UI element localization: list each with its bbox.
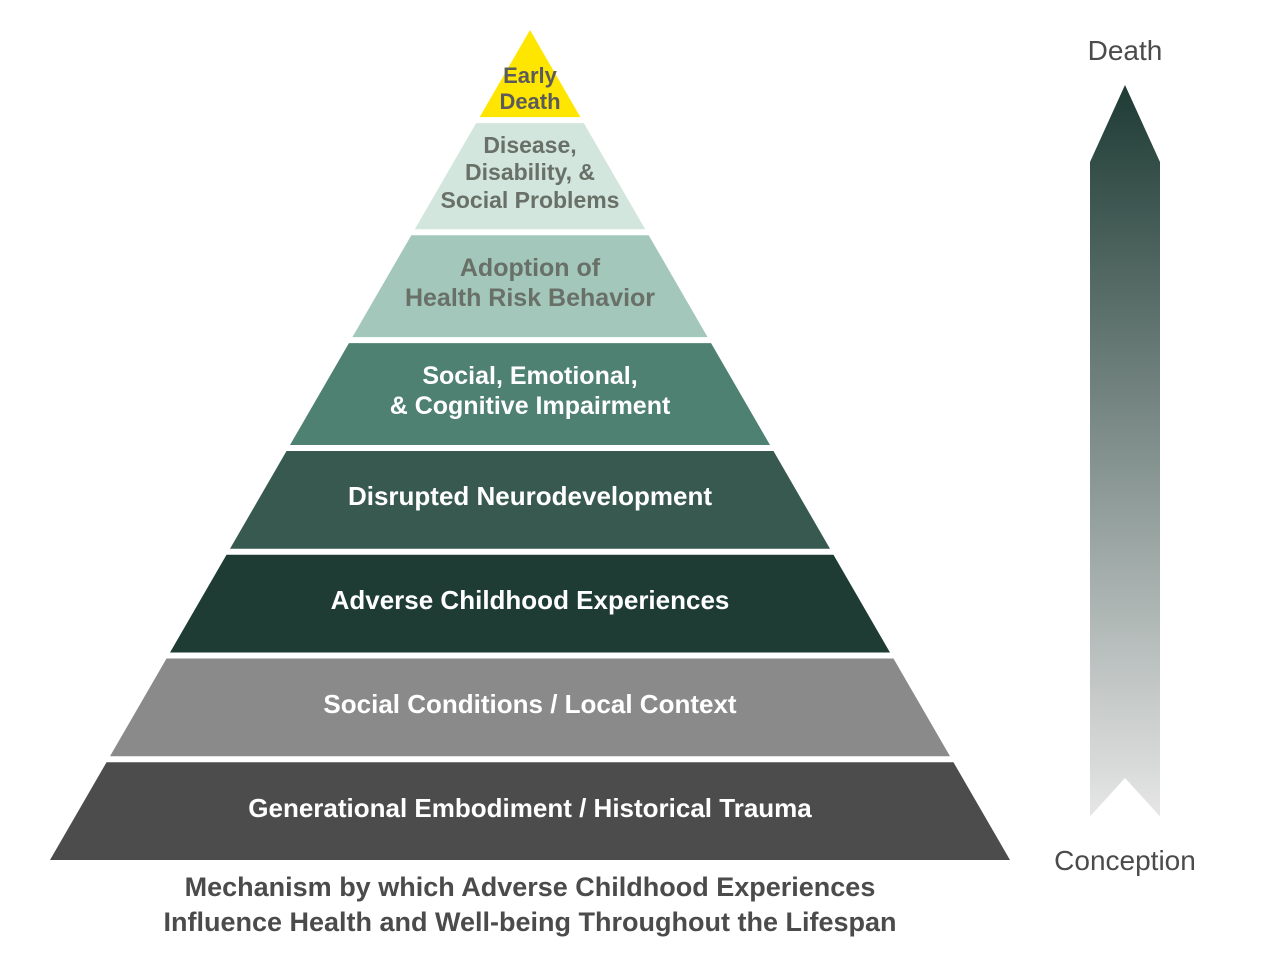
arrow-svg	[1090, 85, 1160, 855]
arrow-top-label: Death	[1045, 35, 1205, 67]
lifespan-arrow	[1090, 85, 1160, 855]
pyramid-layer	[230, 451, 830, 549]
pyramid-layer	[352, 235, 707, 337]
pyramid-layer	[50, 762, 1010, 860]
pyramid-layer	[290, 343, 770, 445]
pyramid-layer	[415, 123, 645, 229]
diagram-container: Generational Embodiment / Historical Tra…	[0, 0, 1266, 960]
pyramid-layer	[480, 30, 581, 117]
arrow-bottom-label: Conception	[1025, 845, 1225, 877]
pyramid-svg	[50, 30, 1010, 860]
pyramid-layer	[110, 659, 950, 757]
caption: Mechanism by which Adverse Childhood Exp…	[50, 870, 1010, 940]
pyramid: Generational Embodiment / Historical Tra…	[50, 30, 1010, 860]
pyramid-layer	[170, 555, 890, 653]
